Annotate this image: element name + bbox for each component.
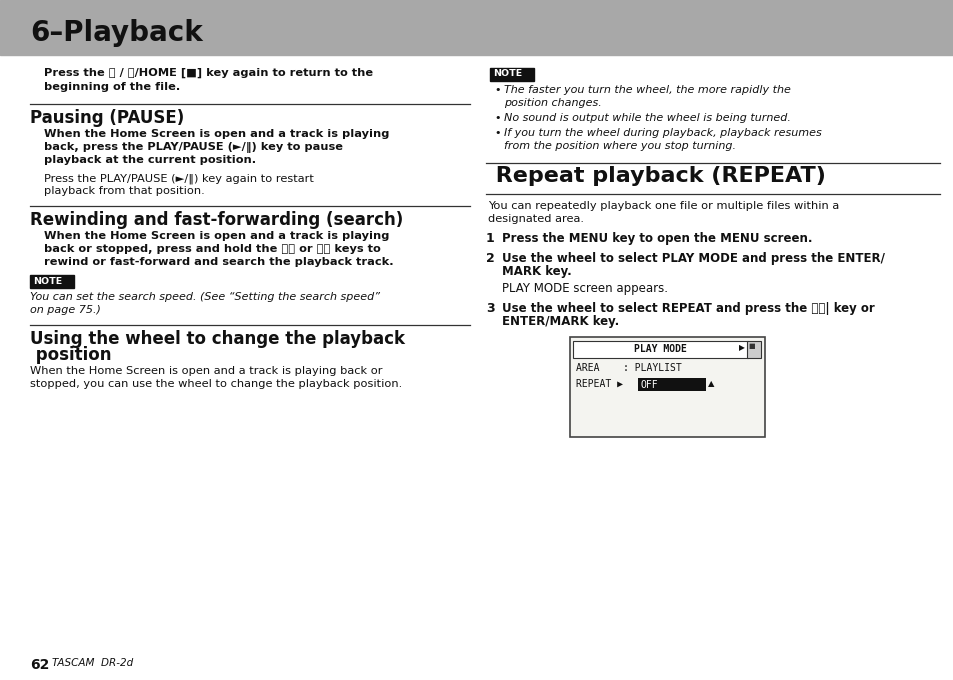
Text: 62: 62 bbox=[30, 658, 50, 672]
Text: AREA    : PLAYLIST: AREA : PLAYLIST bbox=[576, 363, 681, 373]
Text: Using the wheel to change the playback: Using the wheel to change the playback bbox=[30, 330, 405, 348]
Bar bbox=[490, 68, 534, 81]
Text: •: • bbox=[494, 113, 500, 123]
Text: ▲: ▲ bbox=[707, 379, 714, 388]
Text: back, press the PLAY/PAUSE (►/‖) key to pause: back, press the PLAY/PAUSE (►/‖) key to … bbox=[44, 142, 343, 153]
Bar bbox=[573, 341, 747, 358]
Text: When the Home Screen is open and a track is playing: When the Home Screen is open and a track… bbox=[44, 231, 389, 241]
Text: 2: 2 bbox=[485, 252, 495, 265]
Text: Use the wheel to select REPEAT and press the ⏭⏭| key or: Use the wheel to select REPEAT and press… bbox=[501, 302, 874, 315]
Text: TASCAM  DR-2d: TASCAM DR-2d bbox=[52, 658, 133, 668]
Text: Use the wheel to select PLAY MODE and press the ENTER/: Use the wheel to select PLAY MODE and pr… bbox=[501, 252, 884, 265]
Text: Press the MENU key to open the MENU screen.: Press the MENU key to open the MENU scre… bbox=[501, 232, 812, 245]
Text: ENTER/MARK key.: ENTER/MARK key. bbox=[501, 315, 618, 328]
Text: position changes.: position changes. bbox=[503, 98, 601, 108]
Text: Pausing (PAUSE): Pausing (PAUSE) bbox=[30, 109, 184, 127]
Text: playback at the current position.: playback at the current position. bbox=[44, 155, 255, 165]
Text: NOTE: NOTE bbox=[33, 277, 62, 286]
Text: stopped, you can use the wheel to change the playback position.: stopped, you can use the wheel to change… bbox=[30, 379, 402, 389]
Text: designated area.: designated area. bbox=[488, 214, 583, 224]
Bar bbox=[0, 0, 953, 55]
Text: Press the ⏻ / ⏸/HOME [■] key again to return to the: Press the ⏻ / ⏸/HOME [■] key again to re… bbox=[44, 68, 373, 78]
Text: position: position bbox=[30, 346, 112, 364]
Text: When the Home Screen is open and a track is playing back or: When the Home Screen is open and a track… bbox=[30, 366, 382, 376]
Bar bbox=[638, 378, 705, 391]
Bar bbox=[746, 341, 760, 358]
Text: ▶: ▶ bbox=[739, 343, 744, 352]
Text: OFF: OFF bbox=[640, 379, 658, 390]
Text: When the Home Screen is open and a track is playing: When the Home Screen is open and a track… bbox=[44, 129, 389, 139]
Text: •: • bbox=[494, 128, 500, 138]
Text: You can set the search speed. (See “Setting the search speed”: You can set the search speed. (See “Sett… bbox=[30, 292, 379, 302]
Text: beginning of the file.: beginning of the file. bbox=[44, 82, 180, 92]
Text: playback from that position.: playback from that position. bbox=[44, 186, 205, 196]
Text: back or stopped, press and hold the ⏮⏮ or ⏭⏭ keys to: back or stopped, press and hold the ⏮⏮ o… bbox=[44, 244, 380, 254]
Bar bbox=[569, 337, 764, 437]
Text: PLAY MODE screen appears.: PLAY MODE screen appears. bbox=[501, 282, 667, 295]
Text: NOTE: NOTE bbox=[493, 69, 521, 78]
Text: rewind or fast-forward and search the playback track.: rewind or fast-forward and search the pl… bbox=[44, 257, 394, 267]
Text: You can repeatedly playback one file or multiple files within a: You can repeatedly playback one file or … bbox=[488, 201, 839, 211]
Text: 3: 3 bbox=[485, 302, 494, 315]
Text: MARK key.: MARK key. bbox=[501, 265, 571, 278]
Text: PLAY MODE: PLAY MODE bbox=[634, 345, 686, 354]
Text: Rewinding and fast-forwarding (search): Rewinding and fast-forwarding (search) bbox=[30, 211, 403, 229]
Text: from the position where you stop turning.: from the position where you stop turning… bbox=[503, 141, 735, 151]
Text: Repeat playback (REPEAT): Repeat playback (REPEAT) bbox=[488, 166, 825, 186]
Text: The faster you turn the wheel, the more rapidly the: The faster you turn the wheel, the more … bbox=[503, 85, 790, 95]
Text: ■: ■ bbox=[747, 343, 754, 349]
Text: No sound is output while the wheel is being turned.: No sound is output while the wheel is be… bbox=[503, 113, 790, 123]
Text: 6–Playback: 6–Playback bbox=[30, 19, 203, 47]
Text: If you turn the wheel during playback, playback resumes: If you turn the wheel during playback, p… bbox=[503, 128, 821, 138]
Text: 1: 1 bbox=[485, 232, 495, 245]
Text: Press the PLAY/PAUSE (►/‖) key again to restart: Press the PLAY/PAUSE (►/‖) key again to … bbox=[44, 173, 314, 184]
Text: on page 75.): on page 75.) bbox=[30, 305, 101, 315]
Text: REPEAT ▶: REPEAT ▶ bbox=[576, 379, 622, 389]
Text: •: • bbox=[494, 85, 500, 95]
Bar bbox=[30, 275, 74, 288]
